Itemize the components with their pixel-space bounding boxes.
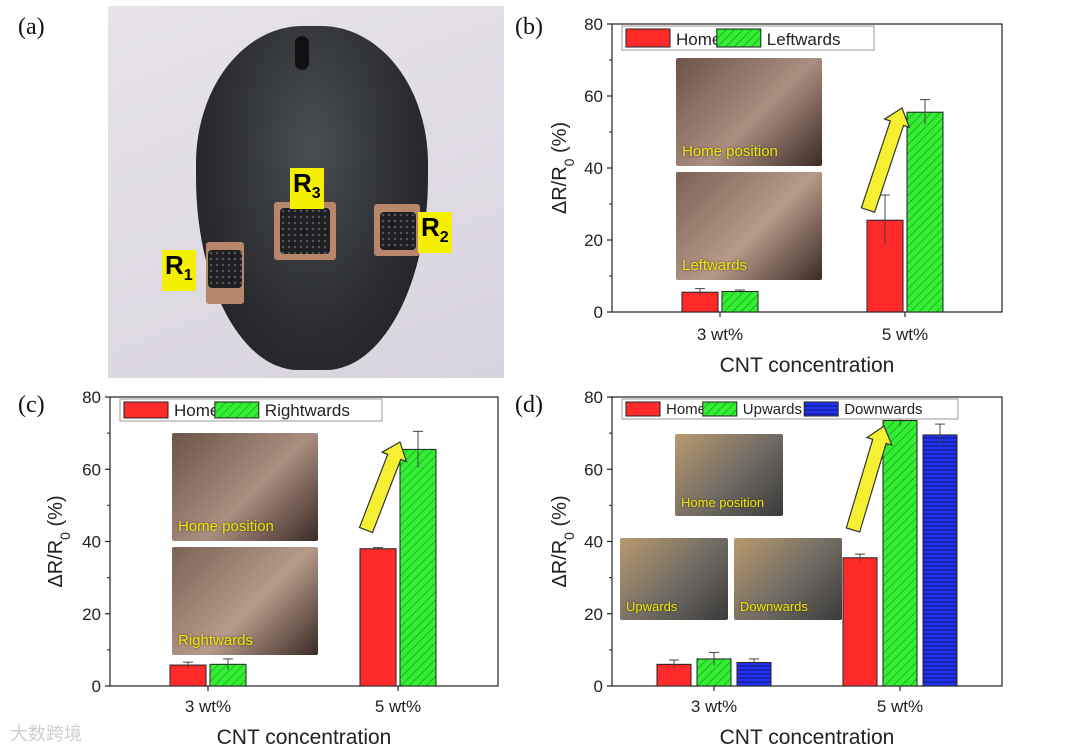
inset-d-up: Upwards: [620, 538, 728, 620]
y-tick-label: 20: [82, 605, 101, 624]
chart-c: 0 20 40 60 80 ΔR/R0 (%) 3 wt% 5 wt% CNT concentr…: [45, 388, 499, 749]
x-tick-label: 3 wt%: [697, 325, 743, 344]
inset-d-up-caption: Upwards: [626, 599, 678, 614]
y-tick-label: 20: [584, 605, 603, 624]
label-r1: R1: [162, 250, 196, 292]
inset-b-home: Home position: [676, 58, 822, 166]
inset-c-right: Rightwards: [172, 547, 318, 655]
y-tick-label: 40: [584, 159, 603, 178]
label-r3: R3: [290, 168, 324, 210]
inset-b-left: Leftwards: [676, 172, 822, 280]
panel-letter-d: (d): [515, 392, 543, 418]
y-axis-label: ΔR/R0 (%): [45, 495, 73, 587]
x-tick-label: 3 wt%: [691, 697, 737, 716]
sensor-r2-image: [380, 212, 416, 250]
inset-b-home-caption: Home position: [682, 143, 778, 160]
y-axis-label: ΔR/R0 (%): [549, 495, 577, 587]
x-tick-label: 5 wt%: [882, 325, 928, 344]
bar-upwards: [882, 419, 918, 687]
legend-label-rightwards: Rightwards: [265, 401, 350, 420]
legend-swatch-home: [625, 401, 661, 417]
trend-arrow-d: [845, 425, 893, 533]
inset-c-home-caption: Home position: [178, 518, 274, 535]
panel-letter-c: (c): [18, 392, 45, 418]
y-tick-label: 60: [584, 87, 603, 106]
legend-swatch-rightwards: [214, 401, 260, 419]
legend-label-leftwards: Leftwards: [767, 30, 841, 49]
chart-d: 0 20 40 60 80 ΔR/R0 (%) 3 wt% 5 wt% CNT concentr…: [549, 388, 1003, 749]
legend-label-home: Home: [174, 401, 219, 420]
x-tick-label: 5 wt%: [877, 697, 923, 716]
trend-arrow-c: [358, 441, 408, 534]
x-axis-label: CNT concentration: [720, 726, 895, 749]
panel-letter-b: (b): [515, 14, 543, 40]
inset-d-down-caption: Downwards: [740, 599, 808, 614]
inset-c-home: Home position: [172, 433, 318, 541]
inset-b-left-caption: Leftwards: [682, 257, 748, 274]
legend-label-downwards: Downwards: [844, 401, 922, 418]
y-tick-label: 0: [594, 677, 603, 696]
x-axis-label: CNT concentration: [720, 354, 895, 377]
y-tick-label: 20: [584, 231, 603, 250]
y-axis-label: ΔR/R0 (%): [549, 122, 577, 214]
trend-arrow-b: [860, 107, 911, 213]
scroll-wheel-image: [295, 36, 309, 70]
chart-b: 0 20 40 60 80 ΔR/R0 (%) 3 wt% 5 wt% CNT concentr…: [549, 15, 1003, 377]
bar-home: [359, 548, 397, 687]
sensor-r3-image: [280, 208, 330, 254]
x-tick-label: 3 wt%: [185, 697, 231, 716]
y-tick-label: 0: [594, 303, 603, 322]
legend-swatch-downwards: [803, 401, 839, 417]
x-axis-label: CNT concentration: [217, 726, 392, 749]
bar-downwards: [922, 434, 958, 687]
bar-rightwards: [399, 448, 437, 687]
sensor-r1-image: [208, 250, 242, 288]
y-tick-label: 80: [584, 15, 603, 34]
x-tick-label: 5 wt%: [375, 697, 421, 716]
legend-swatch-leftwards: [716, 28, 762, 48]
y-tick-label: 80: [584, 388, 603, 407]
watermark: 大数跨境: [10, 724, 82, 744]
y-tick-label: 60: [82, 460, 101, 479]
legend-label-upwards: Upwards: [743, 401, 802, 418]
y-tick-label: 40: [82, 533, 101, 552]
bar-leftwards: [721, 290, 759, 313]
panel-letter-a: (a): [18, 14, 45, 40]
inset-c-right-caption: Rightwards: [178, 632, 254, 649]
y-tick-label: 80: [82, 388, 101, 407]
y-tick-label: 60: [584, 460, 603, 479]
label-r2: R2: [418, 212, 452, 254]
legend-swatch-home: [625, 28, 671, 48]
legend-label-home: Home: [666, 401, 706, 418]
inset-d-home: Home position: [675, 434, 783, 516]
legend-label-home: Home: [676, 30, 721, 49]
bar-leftwards: [906, 111, 944, 313]
inset-d-home-caption: Home position: [681, 495, 765, 510]
mouse-photo: R3 R2 R1: [108, 6, 504, 378]
legend-swatch-upwards: [702, 401, 738, 417]
bar-home: [169, 664, 207, 687]
y-tick-label: 0: [92, 677, 101, 696]
inset-d-down: Downwards: [734, 538, 842, 620]
y-tick-label: 40: [584, 533, 603, 552]
legend-swatch-home: [123, 401, 169, 419]
bar-home: [842, 557, 878, 687]
